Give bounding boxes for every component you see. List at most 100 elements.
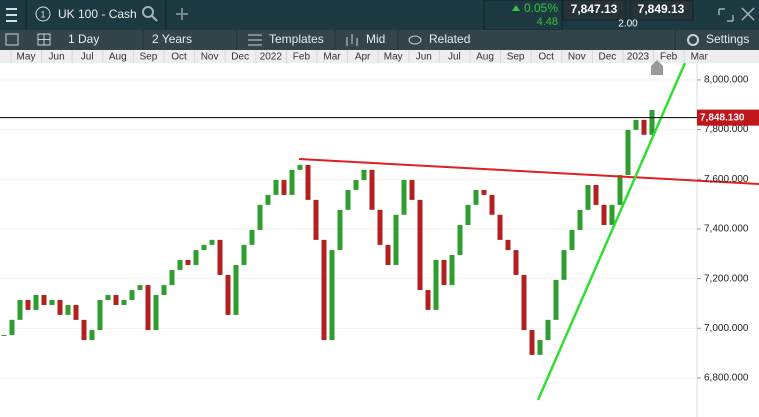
range[interactable]: 2 Years — [152, 32, 192, 46]
window-icons[interactable] — [718, 7, 755, 22]
add-tab[interactable] — [176, 8, 188, 20]
menu-icon[interactable] — [6, 8, 17, 22]
templates-icon — [248, 34, 262, 46]
month-label: Nov — [568, 52, 586, 63]
month-label: Nov — [201, 52, 219, 63]
candle — [305, 164, 311, 200]
candle — [281, 180, 287, 195]
price-type[interactable]: Mid — [366, 32, 385, 46]
panel-icon[interactable] — [5, 33, 19, 46]
tab-number: 1 — [40, 9, 45, 19]
instrument[interactable]: UK 100 - Cash — [58, 7, 137, 21]
candle — [297, 164, 303, 170]
candle — [513, 250, 519, 275]
candle — [233, 264, 239, 315]
candle — [169, 269, 175, 286]
candle — [241, 244, 247, 265]
price-type-icon — [346, 34, 358, 46]
candle — [129, 290, 135, 300]
candle — [569, 229, 575, 251]
candle — [441, 259, 447, 286]
month-label: Feb — [293, 52, 311, 63]
month-label: Dec — [599, 52, 617, 63]
candle — [593, 184, 599, 205]
candle — [249, 229, 255, 245]
candle — [89, 330, 95, 340]
candle — [185, 259, 191, 265]
month-label: Aug — [109, 52, 127, 63]
month-label: Aug — [476, 52, 494, 63]
candle — [369, 169, 375, 210]
search-icon[interactable] — [142, 6, 158, 22]
related-icon — [408, 35, 422, 45]
candle — [641, 119, 647, 135]
candle — [497, 214, 503, 240]
plot — [0, 79, 697, 379]
sell-price[interactable]: 7,847.13 — [571, 2, 618, 16]
change-percent: 0.05% — [524, 1, 558, 15]
candle — [545, 319, 551, 340]
candle — [425, 290, 431, 310]
month-label: Feb — [660, 52, 678, 63]
candle — [633, 119, 639, 130]
candle — [201, 244, 207, 251]
alert-marker[interactable] — [651, 60, 663, 75]
candle — [57, 299, 63, 315]
y-tick-label: 7,400.000 — [704, 224, 749, 235]
interval[interactable]: 1 Day — [68, 32, 99, 46]
candle — [313, 199, 319, 240]
candle — [113, 295, 119, 305]
month-label: Oct — [538, 52, 554, 63]
month-label: Sep — [507, 52, 525, 63]
month-label: Dec — [231, 52, 249, 63]
candle — [649, 109, 655, 135]
candle — [25, 299, 31, 310]
candle — [409, 180, 415, 200]
y-tick-label: 6,800.000 — [704, 373, 749, 384]
candle — [41, 295, 47, 305]
candle — [601, 204, 607, 225]
settings[interactable]: Settings — [706, 32, 749, 46]
y-tick-label: 8,000.000 — [704, 75, 749, 86]
settings-icon — [687, 34, 699, 46]
buy-box[interactable] — [629, 0, 694, 21]
candle — [193, 250, 199, 265]
candle — [105, 295, 111, 300]
candle — [321, 239, 327, 340]
related[interactable]: Related — [429, 32, 470, 46]
candle — [473, 189, 479, 205]
month-label: Jul — [448, 52, 461, 63]
candle — [17, 299, 23, 320]
y-tick-label: 7,600.000 — [704, 174, 749, 185]
candle — [329, 250, 335, 340]
candle — [145, 285, 151, 331]
candle — [457, 224, 463, 256]
templates[interactable]: Templates — [269, 32, 324, 46]
candle — [81, 319, 87, 340]
sell-box[interactable] — [562, 0, 627, 21]
spread: 2.00 — [618, 19, 638, 30]
candle — [9, 319, 15, 336]
month-label: May — [384, 52, 403, 63]
candle — [337, 209, 343, 251]
trend-line — [298, 158, 759, 185]
candle — [529, 330, 535, 355]
candle — [385, 244, 391, 265]
candle — [65, 304, 71, 315]
candle — [585, 184, 591, 210]
candle — [273, 180, 279, 195]
buy-price[interactable]: 7,849.13 — [638, 2, 685, 16]
month-label: May — [17, 52, 36, 63]
month-label: Jul — [81, 52, 94, 63]
candle — [393, 214, 399, 265]
last-price-box — [697, 109, 759, 126]
candle — [97, 299, 103, 331]
candle — [561, 250, 567, 280]
candle — [625, 129, 631, 176]
chart-toolbar — [0, 30, 759, 50]
month-label: Oct — [171, 52, 187, 63]
month-label: Sep — [140, 52, 158, 63]
candle — [1, 335, 7, 337]
